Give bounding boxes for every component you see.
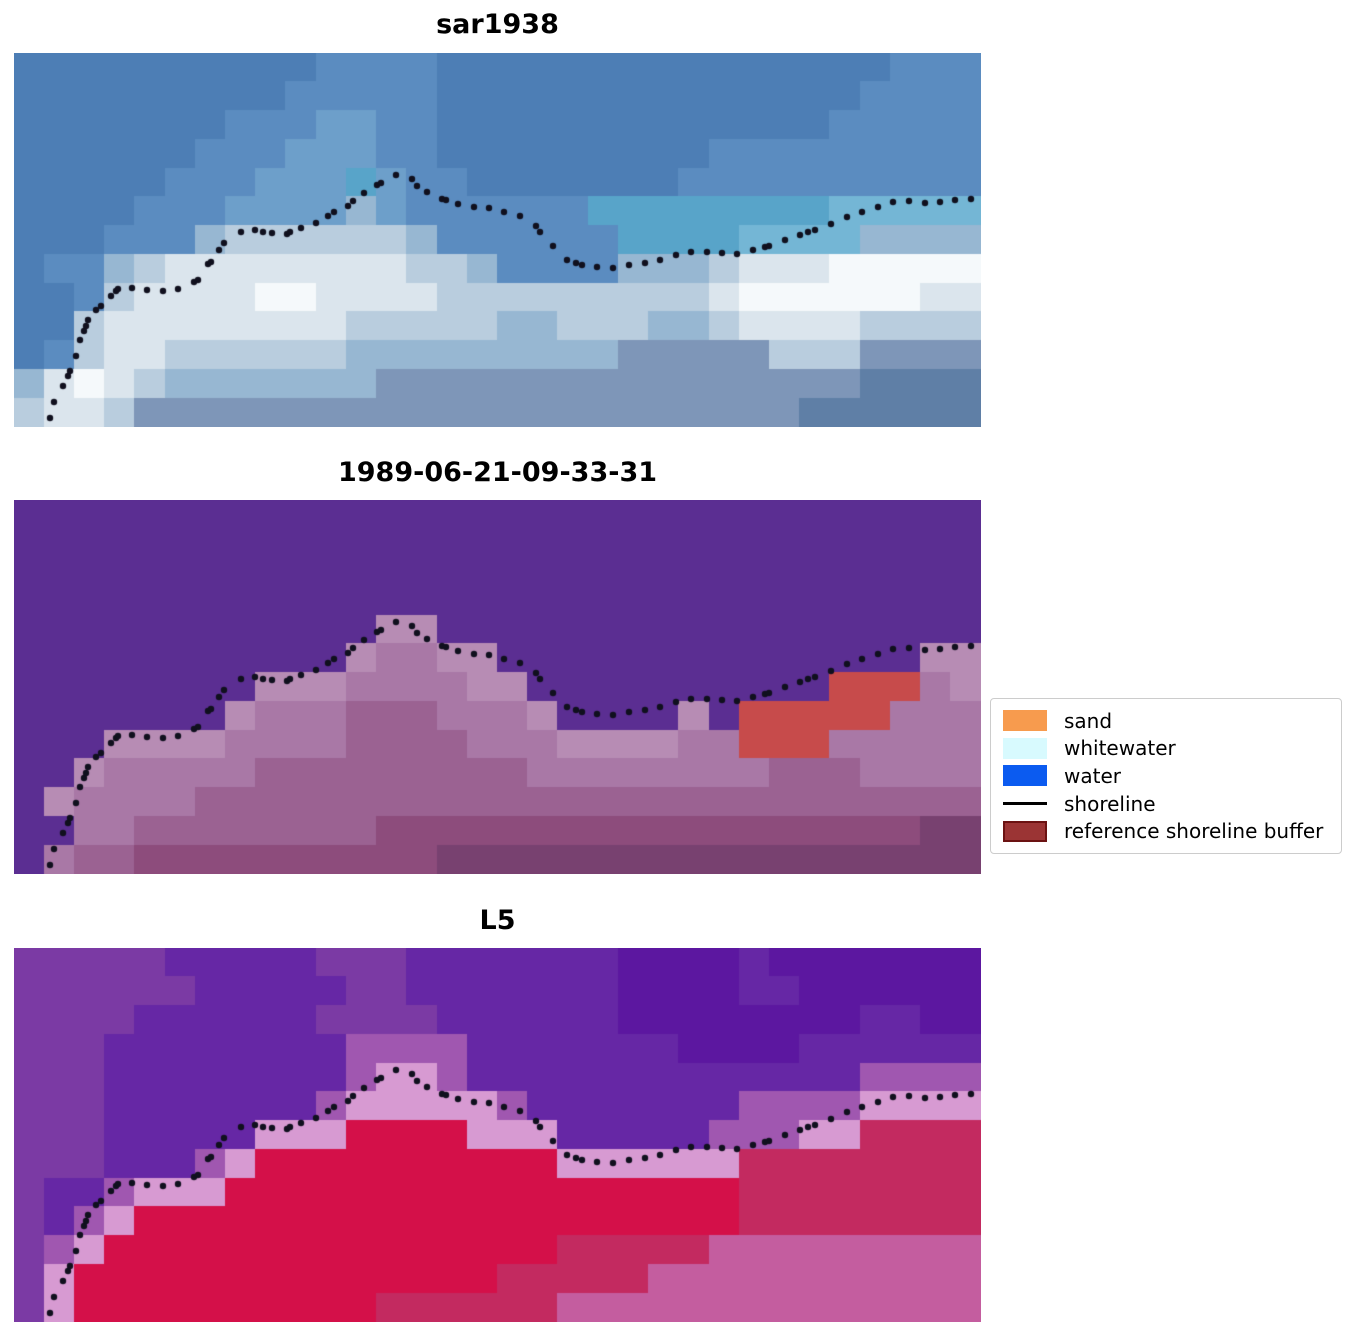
legend-label-whitewater: whitewater bbox=[1064, 736, 1176, 761]
legend-label-reference-shoreline-buffer: reference shoreline buffer bbox=[1064, 819, 1324, 844]
whitewater-swatch bbox=[1003, 737, 1047, 759]
panel-title-sar1938: sar1938 bbox=[436, 9, 559, 40]
sand-swatch bbox=[1003, 710, 1047, 732]
sar1938-image bbox=[14, 53, 981, 427]
legend-entry-shoreline: shoreline bbox=[1003, 792, 1329, 816]
legend-label-shoreline: shoreline bbox=[1064, 791, 1156, 816]
l5-image bbox=[14, 948, 981, 1322]
panel-title-l5: L5 bbox=[479, 905, 516, 936]
legend-entry-reference-shoreline-buffer: reference shoreline buffer bbox=[1003, 819, 1329, 843]
reference-shoreline-buffer-swatch bbox=[1003, 820, 1047, 842]
panel-title-date: 1989-06-21-09-33-31 bbox=[337, 457, 658, 488]
legend-entry-water: water bbox=[1003, 764, 1329, 788]
legend: sand whitewater water shoreline referenc… bbox=[990, 698, 1342, 854]
legend-label-sand: sand bbox=[1064, 708, 1113, 733]
classification-image bbox=[14, 500, 981, 874]
legend-entry-whitewater: whitewater bbox=[1003, 736, 1329, 760]
legend-entry-sand: sand bbox=[1003, 709, 1329, 733]
legend-label-water: water bbox=[1064, 763, 1121, 788]
shoreline-line-swatch bbox=[1003, 802, 1047, 806]
water-swatch bbox=[1003, 765, 1047, 787]
